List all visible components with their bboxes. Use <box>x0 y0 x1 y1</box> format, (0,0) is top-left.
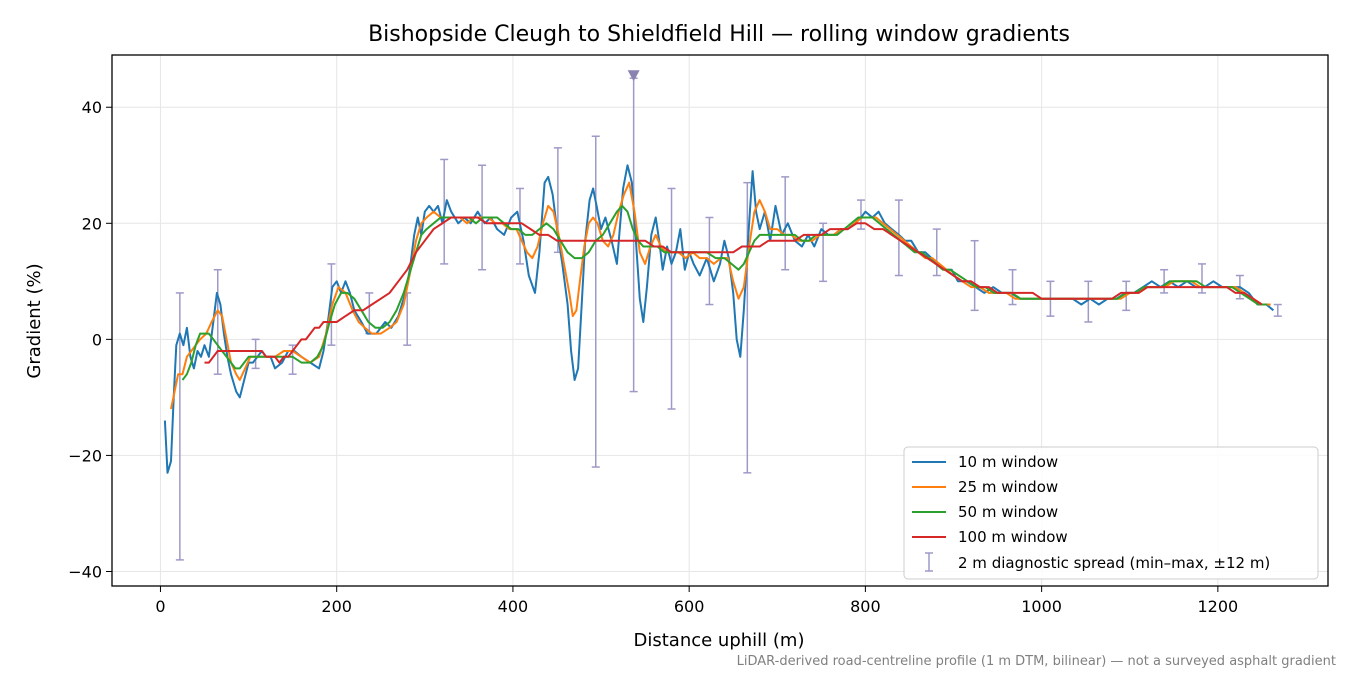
series-line-1 <box>170 181 1271 410</box>
y-tick-label: 40 <box>82 98 102 117</box>
y-tick-label: 20 <box>82 214 102 233</box>
y-axis-label: Gradient (%) <box>24 263 45 378</box>
legend-label-50m: 50 m window <box>958 503 1058 521</box>
legend-label-errorbar: 2 m diagnostic spread (min–max, ±12 m) <box>958 554 1270 572</box>
axis-ticks: 0 200 400 600 800 1000 1200 −40 −20 0 20 40 <box>68 98 1238 616</box>
y-tick-label: −40 <box>68 562 102 581</box>
x-tick-label: 1000 <box>1021 597 1062 616</box>
x-axis-label: Distance uphill (m) <box>634 630 805 651</box>
legend-label-25m: 25 m window <box>958 478 1058 496</box>
error-bar <box>1160 268 1169 294</box>
error-bar <box>1197 263 1206 294</box>
error-bar <box>1273 303 1282 317</box>
x-tick-label: 800 <box>850 597 881 616</box>
x-tick-label: 1200 <box>1197 597 1238 616</box>
footnote: LiDAR-derived road-centreline profile (1… <box>737 654 1336 669</box>
series-line-2 <box>181 204 1268 381</box>
series-lines <box>163 164 1275 474</box>
legend-swatch-errorbar <box>925 552 933 572</box>
legend: 10 m window 25 m window 50 m window 100 … <box>903 446 1319 580</box>
legend-label-10m: 10 m window <box>958 453 1058 471</box>
error-bar <box>743 181 752 474</box>
error-bar <box>970 239 979 312</box>
x-tick-label: 200 <box>321 597 352 616</box>
legend-box <box>903 446 1319 580</box>
error-bar <box>591 135 600 468</box>
legend-label-100m: 100 m window <box>958 528 1068 546</box>
x-tick-label: 400 <box>498 597 529 616</box>
error-bar <box>175 292 184 561</box>
error-bar <box>1084 280 1093 323</box>
error-bar <box>251 338 260 370</box>
x-tick-label: 600 <box>674 597 705 616</box>
series-line-3 <box>204 216 1263 364</box>
y-tick-label: 0 <box>92 330 102 349</box>
clipped-marker-group <box>627 70 640 82</box>
error-bar <box>365 292 374 335</box>
x-tick-label: 0 <box>155 597 165 616</box>
clipped-marker <box>627 70 640 82</box>
error-bar <box>781 176 790 271</box>
error-bar <box>667 187 676 410</box>
error-bar <box>894 199 903 277</box>
plot-frame <box>111 54 1329 587</box>
error-bar <box>213 268 222 375</box>
error-bar <box>1008 268 1017 306</box>
error-bar <box>932 228 941 277</box>
chart-title: Bishopside Cleugh to Shieldfield Hill — … <box>368 22 1070 47</box>
y-tick-label: −20 <box>68 446 102 465</box>
